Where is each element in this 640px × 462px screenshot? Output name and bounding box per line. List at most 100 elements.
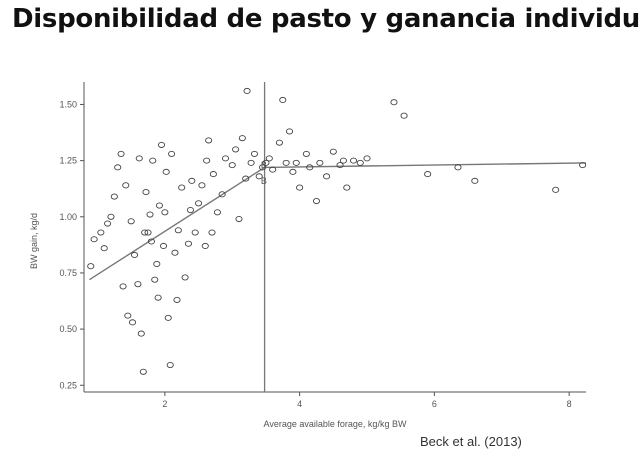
fit-line — [89, 162, 587, 281]
data-point — [195, 200, 203, 207]
y-tick-label: 0.50 — [59, 324, 77, 334]
data-point — [127, 218, 135, 225]
data-point — [181, 274, 189, 281]
data-point — [144, 229, 152, 236]
data-point — [151, 276, 159, 283]
data-point — [171, 249, 179, 256]
data-point — [186, 206, 195, 214]
data-point — [471, 177, 479, 184]
data-point — [343, 184, 351, 191]
data-point — [147, 238, 155, 245]
data-point — [146, 211, 154, 218]
data-point — [100, 245, 108, 252]
data-point — [90, 236, 98, 243]
data-point — [552, 186, 560, 193]
data-point — [124, 312, 132, 319]
data-point — [250, 150, 259, 157]
y-tick-label: 1.25 — [59, 156, 77, 166]
data-point — [149, 157, 157, 164]
data-point — [159, 242, 168, 250]
data-point — [208, 229, 216, 236]
data-point — [188, 177, 196, 184]
data-point — [289, 168, 297, 175]
data-point — [316, 159, 324, 166]
data-point — [579, 162, 587, 169]
data-point — [243, 87, 251, 95]
data-point — [119, 283, 127, 290]
data-point — [228, 162, 236, 169]
data-point — [209, 171, 217, 178]
data-point — [339, 157, 347, 164]
data-point — [363, 155, 371, 162]
data-point — [259, 164, 267, 171]
data-point — [454, 164, 462, 171]
y-tick-label: 1.00 — [59, 212, 77, 222]
data-point — [110, 193, 118, 200]
data-point — [312, 198, 321, 205]
data-point — [205, 137, 213, 144]
data-point — [279, 96, 287, 104]
data-point — [155, 202, 164, 209]
x-tick-label: 2 — [162, 399, 167, 409]
data-point — [142, 189, 150, 196]
data-point — [265, 155, 273, 162]
data-point — [114, 164, 122, 171]
data-point — [104, 220, 112, 227]
data-point — [141, 229, 149, 236]
chart-axes: 0.25 0.50 0.75 1.00 1.25 1.50 2 4 6 8 — [59, 82, 586, 409]
data-point — [356, 159, 364, 166]
data-point — [87, 263, 95, 270]
data-point — [232, 146, 240, 153]
data-point — [137, 330, 145, 337]
data-point — [282, 159, 290, 166]
point-label: B — [261, 160, 267, 170]
data-point — [390, 99, 398, 106]
data-point — [247, 159, 255, 166]
data-point — [162, 168, 170, 175]
data-point — [285, 128, 294, 135]
data-point — [164, 314, 172, 321]
point-label: B — [261, 176, 267, 186]
data-point — [161, 209, 169, 216]
text-markers: BB — [261, 160, 267, 186]
data-point — [218, 191, 226, 198]
data-point — [191, 229, 199, 236]
data-point — [128, 319, 137, 326]
x-tick-label: 4 — [297, 399, 302, 409]
data-point — [221, 155, 230, 162]
data-point — [173, 296, 181, 303]
data-point — [198, 182, 206, 189]
data-point — [296, 184, 304, 191]
data-point — [122, 182, 130, 189]
y-tick-label: 0.25 — [59, 380, 77, 390]
data-point — [424, 171, 432, 178]
x-axis-label: Average available forage, kg/kg BW — [264, 419, 407, 429]
data-point — [201, 242, 209, 250]
data-point — [349, 157, 358, 164]
data-point — [400, 112, 408, 119]
data-point — [153, 260, 161, 268]
data-point — [306, 164, 314, 171]
data-point — [203, 157, 211, 164]
data-point — [184, 240, 192, 247]
data-point — [242, 175, 250, 182]
data-point — [107, 213, 115, 220]
data-point — [134, 281, 142, 288]
data-point — [174, 227, 182, 234]
data-point — [166, 361, 174, 369]
data-point — [117, 150, 125, 157]
data-point — [336, 162, 344, 169]
data-point — [154, 294, 162, 301]
data-point — [130, 251, 139, 259]
data-point — [292, 159, 300, 166]
data-point — [269, 166, 277, 173]
data-point — [213, 209, 221, 216]
data-points — [87, 87, 587, 375]
data-point — [323, 173, 331, 180]
fit-line-group — [89, 82, 587, 392]
data-point — [255, 173, 263, 180]
data-point — [235, 215, 243, 223]
data-point — [275, 139, 283, 146]
x-tick-label: 6 — [432, 399, 437, 409]
